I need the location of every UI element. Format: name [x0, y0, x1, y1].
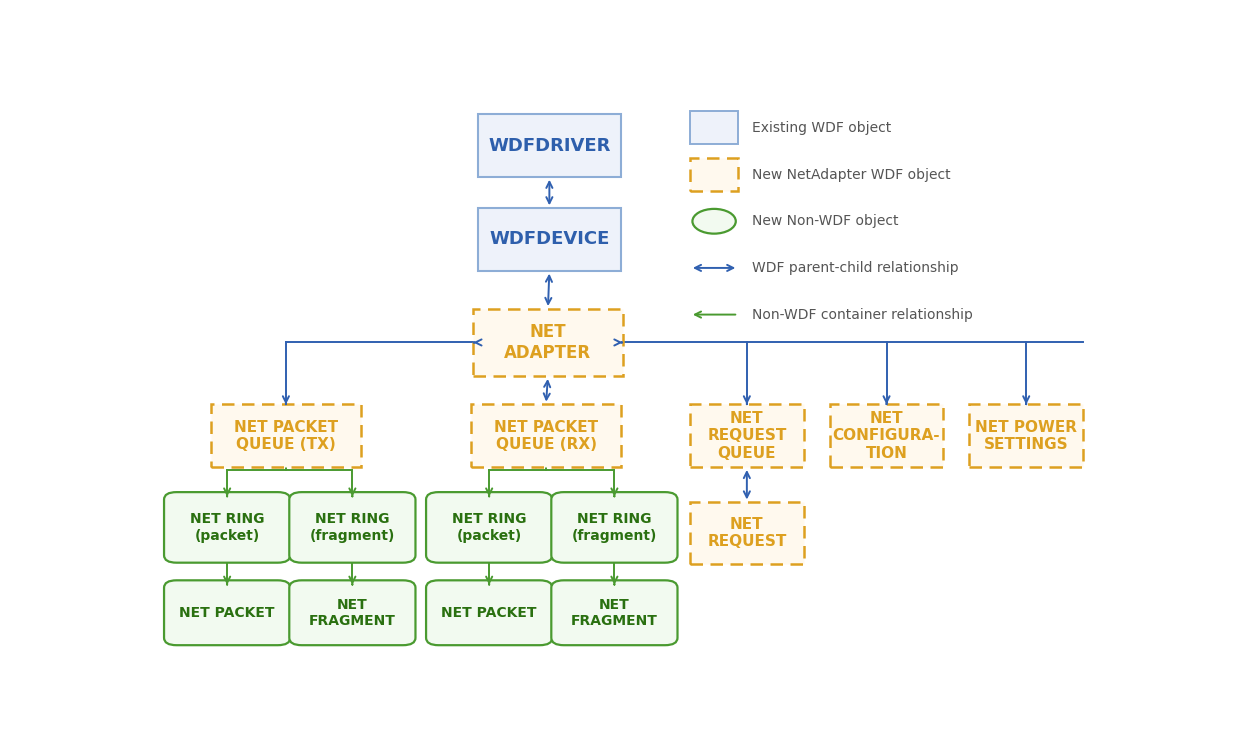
Text: NET PACKET: NET PACKET [441, 606, 537, 620]
Text: NET PACKET
QUEUE (RX): NET PACKET QUEUE (RX) [493, 420, 598, 452]
FancyBboxPatch shape [690, 158, 738, 191]
Text: NET RING
(fragment): NET RING (fragment) [310, 512, 395, 542]
Text: WDF parent-child relationship: WDF parent-child relationship [752, 261, 958, 275]
Text: NET
REQUEST
QUEUE: NET REQUEST QUEUE [707, 411, 787, 460]
FancyBboxPatch shape [164, 492, 290, 562]
FancyBboxPatch shape [290, 492, 415, 562]
FancyBboxPatch shape [474, 309, 623, 376]
Text: WDFDEVICE: WDFDEVICE [490, 231, 609, 248]
Text: NET
CONFIGURA-
TION: NET CONFIGURA- TION [833, 411, 941, 460]
Text: NET
FRAGMENT: NET FRAGMENT [571, 598, 658, 628]
FancyBboxPatch shape [290, 580, 415, 645]
FancyBboxPatch shape [690, 112, 738, 144]
FancyBboxPatch shape [426, 492, 552, 562]
FancyBboxPatch shape [552, 492, 677, 562]
Text: NET RING
(packet): NET RING (packet) [452, 512, 527, 542]
FancyBboxPatch shape [426, 580, 552, 645]
Text: NET PACKET
QUEUE (TX): NET PACKET QUEUE (TX) [234, 420, 338, 452]
Text: WDFDRIVER: WDFDRIVER [488, 137, 610, 154]
FancyBboxPatch shape [471, 404, 620, 467]
Text: New NetAdapter WDF object: New NetAdapter WDF object [752, 168, 951, 182]
FancyBboxPatch shape [690, 404, 804, 467]
Text: NET RING
(packet): NET RING (packet) [190, 512, 265, 542]
Text: NET
REQUEST: NET REQUEST [707, 517, 787, 549]
FancyBboxPatch shape [970, 404, 1083, 467]
FancyBboxPatch shape [479, 115, 620, 177]
Text: New Non-WDF object: New Non-WDF object [752, 214, 899, 228]
Text: Existing WDF object: Existing WDF object [752, 121, 891, 135]
FancyBboxPatch shape [211, 404, 360, 467]
FancyBboxPatch shape [479, 208, 620, 270]
FancyBboxPatch shape [164, 580, 290, 645]
FancyBboxPatch shape [830, 404, 943, 467]
FancyBboxPatch shape [690, 503, 804, 564]
FancyBboxPatch shape [552, 580, 677, 645]
Text: NET
FRAGMENT: NET FRAGMENT [310, 598, 395, 628]
Text: NET POWER
SETTINGS: NET POWER SETTINGS [976, 420, 1078, 452]
Text: NET PACKET: NET PACKET [179, 606, 275, 620]
Ellipse shape [692, 209, 736, 234]
Text: NET
ADAPTER: NET ADAPTER [505, 323, 592, 362]
Text: Non-WDF container relationship: Non-WDF container relationship [752, 307, 972, 321]
Text: NET RING
(fragment): NET RING (fragment) [572, 512, 658, 542]
